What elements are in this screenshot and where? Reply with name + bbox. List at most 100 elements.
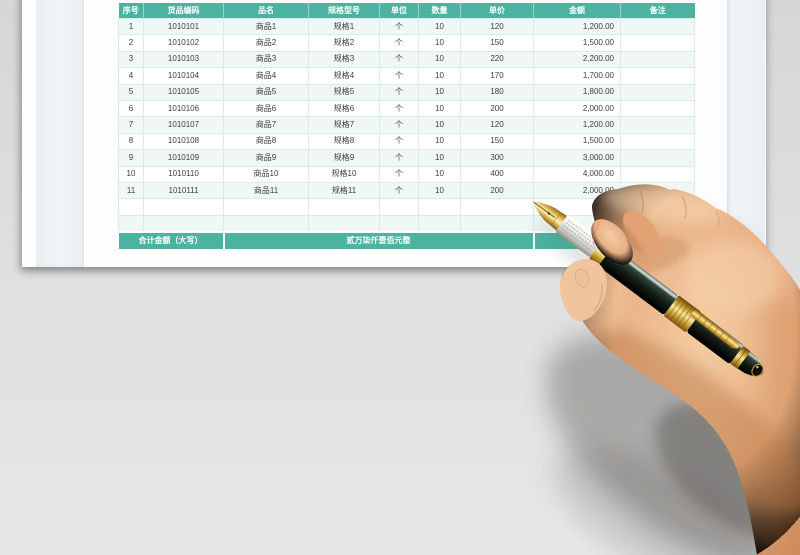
cell-r3-c6[interactable]: 220 bbox=[460, 50, 534, 69]
index-fingertip bbox=[591, 219, 633, 265]
cell-r8-c4[interactable]: 个 bbox=[379, 132, 419, 151]
cell-r11-c7[interactable]: 2,000.00 bbox=[533, 181, 621, 200]
fingertip-gap-shading bbox=[613, 218, 643, 254]
cell-r9-c7[interactable]: 3,000.00 bbox=[533, 149, 621, 167]
index-fingertip-crease bbox=[593, 221, 601, 251]
document-sheet: 序号 货品编码 品名 规格型号 单位 数量 单价 金额 备注 1 1010101 商品1 规格1 个 10… bbox=[22, 0, 766, 267]
cell-r8-c8[interactable] bbox=[620, 132, 695, 151]
cell-r6-c8[interactable] bbox=[620, 99, 695, 118]
cell-r6-c3[interactable]: 规格6 bbox=[308, 99, 380, 118]
cell-r1-c4[interactable]: 个 bbox=[379, 17, 419, 36]
total-label[interactable]: 合计金额（大写） bbox=[118, 231, 224, 250]
middle-fingertip bbox=[623, 211, 661, 253]
cell-r4-c8[interactable] bbox=[620, 67, 695, 85]
cell-r9-c2[interactable]: 商品9 bbox=[223, 149, 309, 167]
column-header-2[interactable]: 品名 bbox=[223, 3, 309, 19]
pen-nib-breather-hole bbox=[547, 212, 551, 215]
cell-r4-c2[interactable]: 商品4 bbox=[223, 67, 309, 85]
cell-r12-c1[interactable] bbox=[143, 198, 224, 216]
column-header-5[interactable]: 数量 bbox=[418, 3, 461, 19]
finger-crease-2 bbox=[681, 195, 687, 219]
cell-r4-c7[interactable]: 1,700.00 bbox=[533, 67, 621, 85]
cell-r12-c6[interactable] bbox=[460, 198, 534, 216]
cell-r5-c4[interactable]: 个 bbox=[379, 83, 419, 101]
cell-r12-c3[interactable] bbox=[308, 198, 380, 216]
cell-r4-c0[interactable]: 4 bbox=[118, 67, 144, 85]
column-header-0[interactable]: 序号 bbox=[118, 3, 144, 19]
cell-r3-c3[interactable]: 规格3 bbox=[308, 50, 380, 69]
cell-r2-c3[interactable]: 规格2 bbox=[308, 34, 380, 52]
cell-r12-c2[interactable] bbox=[223, 198, 309, 216]
column-header-6[interactable]: 单价 bbox=[460, 3, 534, 19]
cell-r8-c2[interactable]: 商品8 bbox=[223, 132, 309, 151]
cell-r6-c5[interactable]: 10 bbox=[418, 99, 461, 118]
cell-r10-c8[interactable] bbox=[620, 165, 695, 183]
cell-r3-c1[interactable]: 1010103 bbox=[143, 50, 224, 69]
cell-r13-c1[interactable] bbox=[143, 214, 224, 233]
pen-cap bbox=[687, 313, 743, 364]
cell-r2-c6[interactable]: 150 bbox=[460, 34, 534, 52]
table-row-5: 5 1010105 商品5 规格5 个 10 180 1,800.00 bbox=[118, 83, 695, 101]
page-left-strip bbox=[36, 0, 84, 267]
grip-fingers bbox=[559, 211, 661, 322]
cell-r9-c5[interactable]: 10 bbox=[418, 149, 461, 167]
cell-r11-c5[interactable]: 10 bbox=[418, 181, 461, 200]
cell-r7-c5[interactable]: 10 bbox=[418, 116, 461, 134]
table-row-8: 8 1010108 商品8 规格8 个 10 150 1,500.00 bbox=[118, 132, 695, 151]
cell-r8-c3[interactable]: 规格8 bbox=[308, 132, 380, 151]
cell-r6-c2[interactable]: 商品6 bbox=[223, 99, 309, 118]
cell-r5-c8[interactable] bbox=[620, 83, 695, 101]
pen-end-ring-line bbox=[733, 348, 747, 367]
cell-r7-c3[interactable]: 规格7 bbox=[308, 116, 380, 134]
cell-r3-c7[interactable]: 2,200.00 bbox=[533, 50, 621, 69]
cell-r5-c0[interactable]: 5 bbox=[118, 83, 144, 101]
cell-r13-c6[interactable] bbox=[460, 214, 534, 233]
cell-r5-c5[interactable]: 10 bbox=[418, 83, 461, 101]
cell-r5-c7[interactable]: 1,800.00 bbox=[533, 83, 621, 101]
cell-r2-c8[interactable] bbox=[620, 34, 695, 52]
cell-r1-c0[interactable]: 1 bbox=[118, 17, 144, 36]
cell-r11-c1[interactable]: 1010111 bbox=[143, 181, 224, 200]
total-amount-in-words[interactable]: 贰万柒仟壹佰元整 bbox=[222, 231, 534, 250]
finger-crease-3 bbox=[715, 209, 720, 229]
cell-r8-c7[interactable]: 1,500.00 bbox=[533, 132, 621, 151]
cell-r7-c4[interactable]: 个 bbox=[379, 116, 419, 134]
column-header-8[interactable]: 备注 bbox=[620, 3, 695, 19]
column-header-1[interactable]: 货品编码 bbox=[143, 3, 224, 19]
sales-detail-table: 序号 货品编码 品名 规格型号 单位 数量 单价 金额 备注 1 1010101 商品1 规格1 个 10… bbox=[118, 3, 695, 250]
cell-r5-c1[interactable]: 1010105 bbox=[143, 83, 224, 101]
pen-clip-engraving bbox=[696, 314, 730, 343]
table-header: 序号 货品编码 品名 规格型号 单位 数量 单价 金额 备注 bbox=[118, 3, 695, 19]
cell-r13-c0[interactable] bbox=[118, 214, 144, 233]
cell-r11-c0[interactable]: 11 bbox=[118, 181, 144, 200]
cell-r2-c4[interactable]: 个 bbox=[379, 34, 419, 52]
cell-r1-c7[interactable]: 1,200.00 bbox=[533, 17, 621, 36]
cell-r1-c6[interactable]: 120 bbox=[460, 17, 534, 36]
cell-r4-c5[interactable]: 10 bbox=[418, 67, 461, 85]
cell-r8-c6[interactable]: 150 bbox=[460, 132, 534, 151]
cell-r1-c2[interactable]: 商品1 bbox=[223, 17, 309, 36]
cell-r6-c6[interactable]: 200 bbox=[460, 99, 534, 118]
cell-r12-c5[interactable] bbox=[418, 198, 461, 216]
cell-r11-c2[interactable]: 商品11 bbox=[223, 181, 309, 200]
column-header-7[interactable]: 金额 bbox=[533, 3, 621, 19]
cell-r2-c7[interactable]: 1,500.00 bbox=[533, 34, 621, 52]
column-header-3[interactable]: 规格型号 bbox=[308, 3, 380, 19]
table-row-3: 3 1010103 商品3 规格3 个 10 220 2,200.00 bbox=[118, 50, 695, 69]
table-body: 1 1010101 商品1 规格1 个 10 120 1,200.00 2 1010102 商品2 规… bbox=[118, 17, 695, 233]
column-header-4[interactable]: 单位 bbox=[379, 3, 419, 19]
cell-r3-c8[interactable] bbox=[620, 50, 695, 69]
cell-r10-c4[interactable]: 个 bbox=[379, 165, 419, 183]
pen-gold-band bbox=[664, 296, 701, 332]
cell-r1-c8[interactable] bbox=[620, 17, 695, 36]
cell-r3-c2[interactable]: 商品3 bbox=[223, 50, 309, 69]
table-row-10: 10 1010110 商品10 规格10 个 10 400 4,000.00 bbox=[118, 165, 695, 183]
table-row-2: 2 1010102 商品2 规格2 个 10 150 1,500.00 bbox=[118, 34, 695, 52]
cell-r8-c0[interactable]: 8 bbox=[118, 132, 144, 151]
pen-finial-jewel bbox=[751, 363, 764, 377]
cell-r7-c7[interactable]: 1,200.00 bbox=[533, 116, 621, 134]
cell-r4-c3[interactable]: 规格4 bbox=[308, 67, 380, 85]
cell-r10-c0[interactable]: 10 bbox=[118, 165, 144, 183]
cell-r2-c0[interactable]: 2 bbox=[118, 34, 144, 52]
